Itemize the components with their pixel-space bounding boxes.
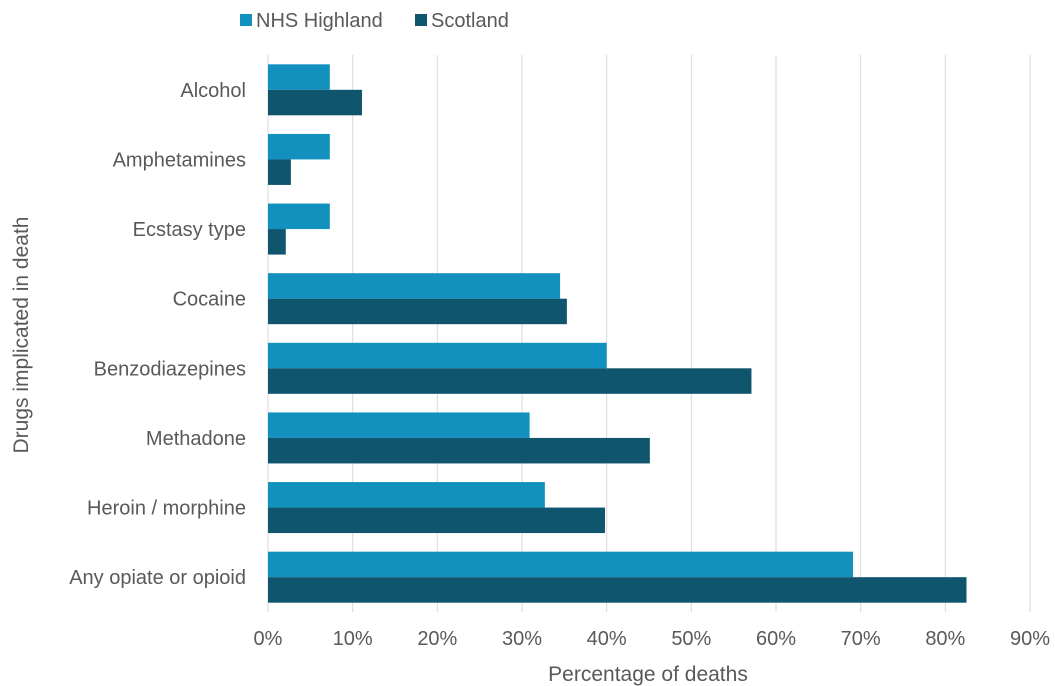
legend-label-nhs-highland: NHS Highland: [256, 10, 383, 32]
bar-scotland: [268, 437, 650, 464]
gridlines: [267, 55, 1031, 612]
x-tick-label: 10%: [333, 628, 373, 650]
bar-nhs-highland: [268, 482, 545, 508]
category-label: Amphetamines: [113, 149, 246, 171]
category-label: Cocaine: [173, 289, 246, 311]
bar-nhs-highland: [268, 412, 530, 438]
x-tick-label: 0%: [254, 628, 283, 650]
category-label: Methadone: [146, 428, 246, 450]
legend-label-scotland: Scotland: [431, 10, 509, 32]
bar-nhs-highland: [268, 203, 330, 230]
x-tick-label: 40%: [587, 628, 627, 650]
x-tick-labels: 0% 10% 20% 30% 40% 50% 60% 70% 80% 90%: [254, 628, 1051, 650]
legend-swatch-scotland: [415, 14, 427, 26]
x-tick-label: 70%: [841, 628, 881, 650]
bar-nhs-highland: [268, 273, 561, 299]
bar-scotland: [268, 368, 752, 394]
x-tick-label: 20%: [417, 628, 457, 650]
bar-nhs-highland: [268, 133, 330, 160]
bar-scotland: [268, 577, 967, 603]
category-label: Ecstasy type: [133, 219, 246, 241]
category-label: Heroin / morphine: [87, 498, 246, 520]
x-tick-label: 90%: [1010, 628, 1050, 650]
legend: NHS Highland Scotland: [240, 10, 509, 32]
x-axis-title: Percentage of deaths: [548, 663, 748, 686]
bar-scotland: [268, 507, 605, 534]
bar-scotland: [268, 159, 291, 185]
bar-nhs-highland: [268, 342, 607, 369]
category-label: Alcohol: [180, 80, 246, 102]
bar-nhs-highland: [268, 64, 330, 90]
bar-scotland: [268, 298, 567, 325]
bar-nhs-highland: [268, 551, 854, 578]
x-tick-label: 60%: [756, 628, 796, 650]
bar-scotland: [268, 89, 362, 116]
bar-scotland: [268, 229, 286, 255]
x-tick-label: 50%: [671, 628, 711, 650]
legend-swatch-nhs-highland: [240, 14, 252, 26]
bars: [268, 64, 967, 603]
category-label: Benzodiazepines: [94, 358, 246, 380]
category-label: Any opiate or opioid: [69, 567, 246, 589]
category-labels: Alcohol Amphetamines Ecstasy type Cocaine Be…: [69, 80, 246, 589]
x-tick-label: 30%: [502, 628, 542, 650]
x-tick-label: 80%: [925, 628, 965, 650]
y-axis-title: Drugs implicated in death: [10, 217, 33, 454]
